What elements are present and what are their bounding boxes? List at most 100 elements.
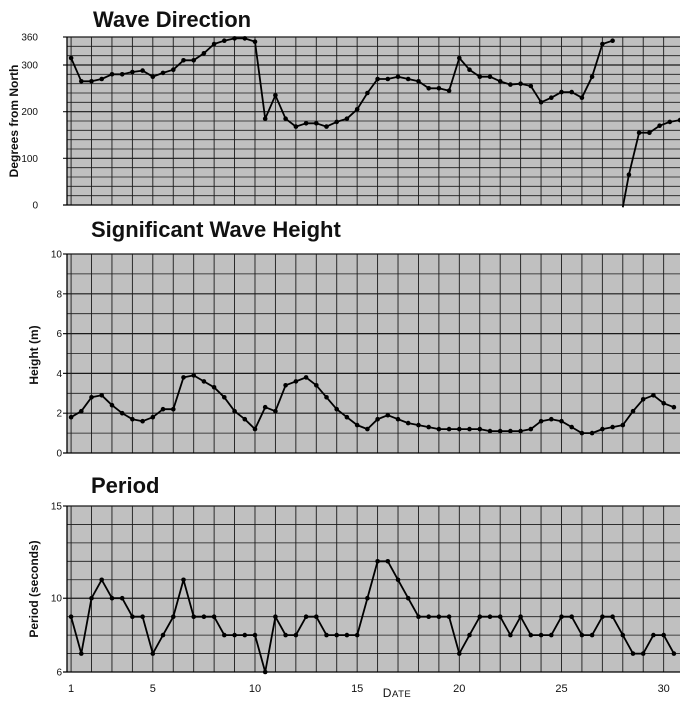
data-point xyxy=(283,632,288,638)
data-point xyxy=(171,614,176,619)
data-point xyxy=(119,595,125,601)
data-point xyxy=(620,632,626,638)
data-point xyxy=(252,632,258,638)
data-point xyxy=(436,86,442,91)
data-point xyxy=(79,408,84,414)
data-point xyxy=(416,422,421,428)
data-point xyxy=(262,404,268,410)
data-point xyxy=(600,41,605,47)
data-point xyxy=(671,404,677,410)
data-point xyxy=(119,410,125,416)
data-point xyxy=(232,632,237,638)
y-tick-label: 2 xyxy=(56,409,62,420)
data-point xyxy=(508,632,513,638)
data-point xyxy=(334,632,340,638)
data-point xyxy=(334,119,340,125)
data-point xyxy=(528,83,534,89)
data-point xyxy=(416,614,421,619)
data-point xyxy=(630,651,636,656)
data-point xyxy=(171,67,176,72)
data-point xyxy=(657,123,662,128)
data-point xyxy=(160,406,166,412)
data-point xyxy=(89,595,94,601)
data-point xyxy=(324,632,329,638)
data-point xyxy=(559,614,564,619)
y-tick-label: 300 xyxy=(21,61,38,72)
data-point xyxy=(630,408,636,414)
data-point xyxy=(405,595,411,601)
y-tick-label: 10 xyxy=(51,250,63,261)
data-point xyxy=(579,632,585,638)
x-axis-label: DATE xyxy=(383,686,411,700)
data-point xyxy=(549,416,554,422)
data-point xyxy=(467,426,472,432)
data-point xyxy=(436,614,442,619)
data-point xyxy=(232,36,237,41)
data-point xyxy=(457,55,462,61)
data-point xyxy=(549,632,554,638)
data-point xyxy=(201,379,207,384)
data-point xyxy=(68,414,74,420)
y-tick-label: 8 xyxy=(56,289,62,300)
data-point xyxy=(79,79,84,84)
data-point xyxy=(344,414,350,420)
data-point xyxy=(140,614,145,619)
data-point xyxy=(620,422,626,428)
data-point xyxy=(610,614,615,619)
data-point xyxy=(375,559,380,564)
plot-area xyxy=(67,506,680,672)
data-point xyxy=(211,41,217,47)
data-point xyxy=(354,107,360,112)
data-point xyxy=(150,651,156,656)
y-tick-label: 0 xyxy=(56,449,62,460)
data-point xyxy=(538,418,544,424)
x-tick-label: 1 xyxy=(68,683,74,695)
data-point xyxy=(677,117,680,123)
data-point xyxy=(365,90,370,96)
data-point xyxy=(477,74,483,79)
x-tick-label: 30 xyxy=(658,683,670,695)
data-point xyxy=(589,74,595,79)
data-point xyxy=(457,651,462,656)
x-tick-label: 10 xyxy=(249,683,261,695)
panel-wave-height: 0 2 4 6 8 10 xyxy=(51,250,680,460)
y-axis-label-direction: Degrees from North xyxy=(7,65,21,178)
data-point xyxy=(528,426,534,432)
data-point xyxy=(211,385,217,390)
data-point xyxy=(497,614,503,619)
data-point xyxy=(477,426,483,432)
data-point xyxy=(242,632,248,638)
data-point xyxy=(477,614,483,619)
data-point xyxy=(405,76,411,82)
data-point xyxy=(314,383,319,388)
data-point xyxy=(314,121,319,126)
data-point xyxy=(293,124,299,129)
y-tick-label: 100 xyxy=(21,154,38,165)
y-tick-label: 15 xyxy=(51,502,63,513)
data-point xyxy=(457,426,462,432)
data-point xyxy=(99,577,104,583)
data-point xyxy=(273,93,278,98)
chart-title-wave-height: Significant Wave Height xyxy=(91,217,341,242)
data-point xyxy=(395,74,401,79)
y-tick-label: 6 xyxy=(56,668,62,679)
panel-wave-direction: 0 100 200 300 360 xyxy=(21,33,680,212)
chart-title-period: Period xyxy=(91,473,159,498)
data-point xyxy=(487,614,493,619)
data-point xyxy=(636,130,642,135)
y-tick-label: 0 xyxy=(32,201,38,212)
data-point xyxy=(242,416,248,422)
data-point xyxy=(99,76,104,82)
data-point xyxy=(426,86,432,91)
data-point xyxy=(222,632,227,638)
data-point xyxy=(661,401,666,406)
data-point xyxy=(181,58,186,63)
data-point xyxy=(140,418,145,424)
data-point xyxy=(150,74,156,79)
data-point xyxy=(518,614,523,619)
data-point xyxy=(651,632,656,638)
data-point xyxy=(283,116,288,121)
data-point xyxy=(344,632,350,638)
x-tick-label: 15 xyxy=(351,683,363,695)
